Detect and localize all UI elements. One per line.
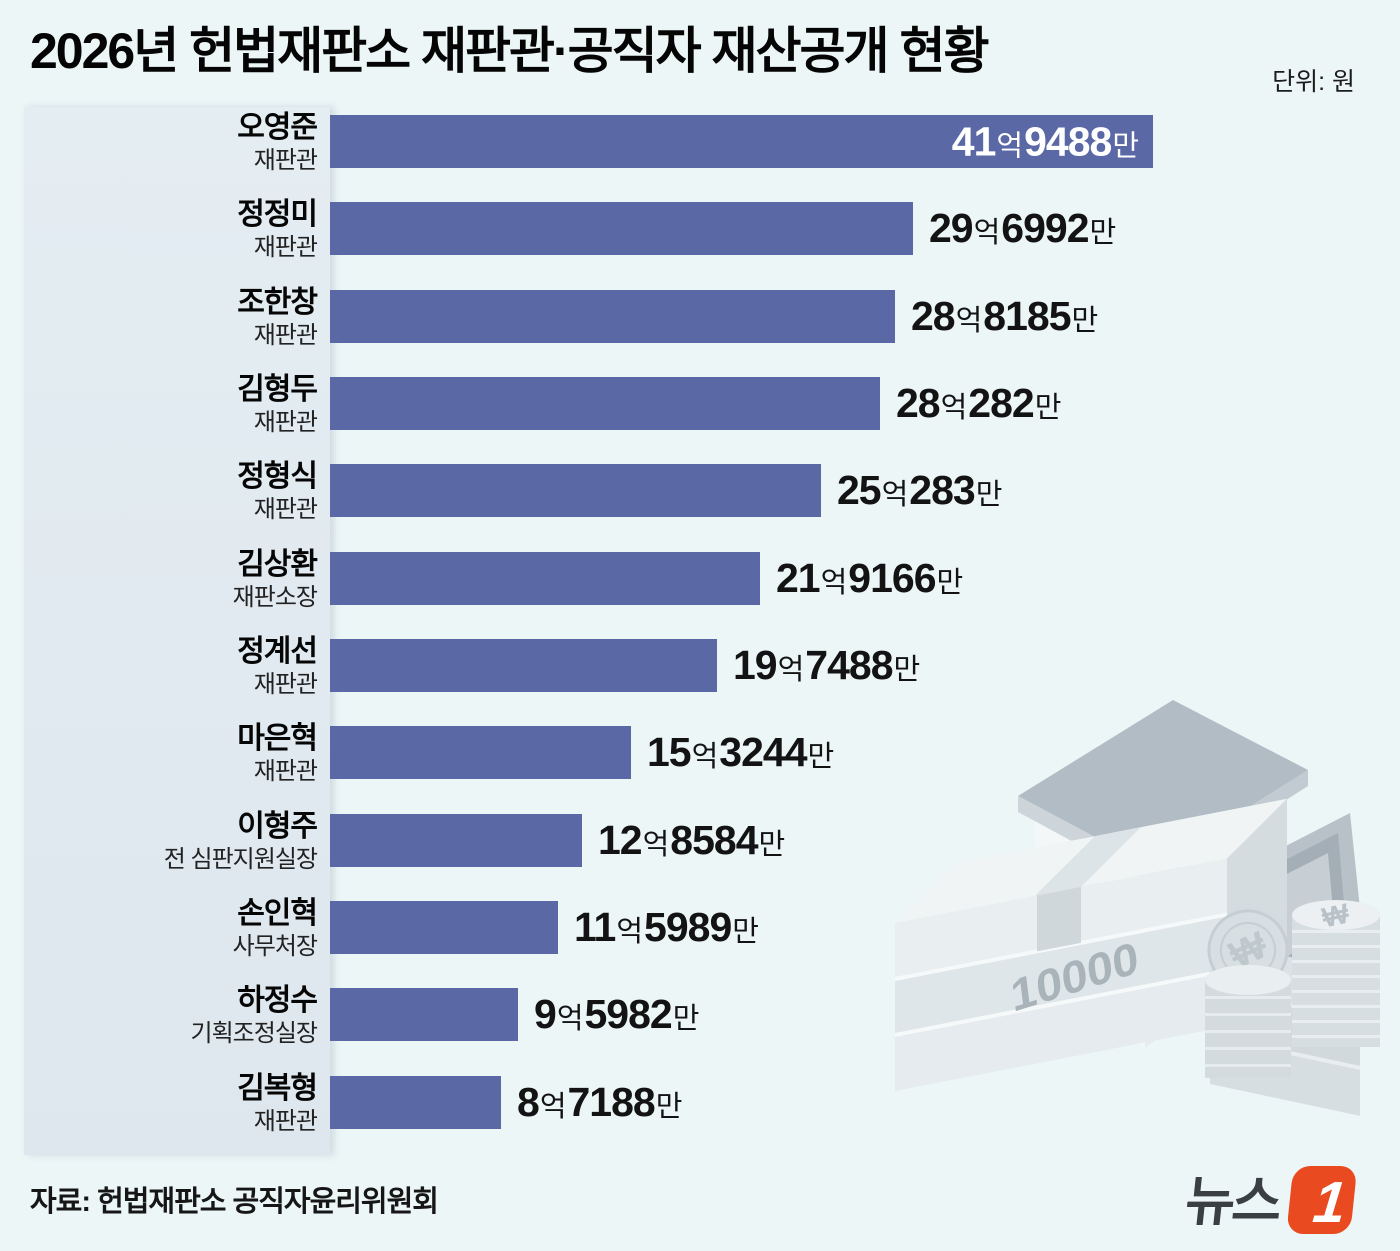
person-role: 재판관	[253, 670, 318, 698]
value-bar	[330, 551, 760, 605]
value-label: 28억8185만	[911, 292, 1099, 339]
person-name: 하정수	[237, 984, 318, 1018]
person-name: 정계선	[237, 634, 318, 668]
value-label: 41억9488만	[951, 118, 1139, 164]
person-name: 조한창	[237, 285, 318, 319]
value-label: 19억7488만	[733, 641, 921, 688]
row-labels: 마은혁 재판관	[24, 718, 330, 805]
person-name: 손인혁	[237, 896, 318, 930]
news1-logo-badge-number: 1	[1310, 1170, 1349, 1235]
value-bar	[330, 638, 717, 692]
value-label: 29억6992만	[929, 205, 1117, 252]
chart-row: 마은혁 재판관 15억3244만	[24, 718, 1376, 805]
person-name: 김상환	[237, 547, 318, 581]
person-name: 정형식	[237, 460, 318, 494]
value-label: 9억5982만	[534, 991, 700, 1038]
chart-row: 김복형 재판관 8억7188만	[24, 1068, 1376, 1155]
person-name: 김형두	[237, 372, 318, 406]
news1-logo-text: 뉴스	[1182, 1172, 1283, 1232]
bar-line: 11억5989만	[330, 900, 1376, 954]
row-labels: 정형식 재판관	[24, 456, 330, 543]
value-bar	[330, 1075, 501, 1129]
bar-line: 28억282만	[330, 376, 1376, 430]
news1-logo-badge	[1287, 1166, 1356, 1234]
person-role: 재판관	[253, 321, 318, 349]
value-bar	[330, 289, 895, 343]
chart-row: 정정미 재판관 29억6992만	[24, 194, 1376, 281]
bar-line: 15억3244만	[330, 726, 1376, 780]
bar-line: 8억7188만	[330, 1075, 1376, 1129]
value-bar: 41억9488만	[330, 115, 1153, 168]
news1-logo: 뉴스 1	[1182, 1166, 1356, 1235]
row-labels: 정정미 재판관	[24, 194, 330, 281]
value-bar	[330, 376, 880, 430]
value-label: 11억5989만	[574, 903, 759, 950]
row-labels: 정계선 재판관	[24, 631, 330, 718]
chart-row: 이형주 전 심판지원실장 12억8584만	[24, 806, 1376, 893]
person-role: 재판관	[253, 234, 318, 262]
chart-rows: 오영준 재판관 41억9488만 정정미 재판관 29억6992만 조한창 재판…	[24, 107, 1376, 1155]
value-label: 12억8584만	[598, 816, 786, 863]
chart-row: 손인혁 사무처장 11억5989만	[24, 893, 1376, 980]
row-labels: 조한창 재판관	[24, 282, 330, 369]
chart-row: 김형두 재판관 28억282만	[24, 369, 1376, 456]
person-role: 재판관	[253, 147, 318, 174]
bar-line: 19억7488만	[330, 638, 1376, 692]
source-note: 자료: 헌법재판소 공직자윤리위원회	[30, 1186, 439, 1218]
bar-line: 12억8584만	[330, 813, 1376, 867]
page-title: 2026년 헌법재판소 재판관·공직자 재산공개 현황	[30, 23, 989, 79]
bar-line: 9억5982만	[330, 988, 1376, 1042]
person-name: 오영준	[237, 111, 318, 144]
person-name: 이형주	[237, 809, 318, 843]
value-bar	[330, 988, 518, 1042]
person-role: 재판소장	[232, 583, 318, 611]
person-role: 전 심판지원실장	[163, 845, 318, 873]
value-label: 25억283만	[837, 467, 1003, 514]
coin-stack-icon	[1205, 965, 1291, 1078]
value-bar	[330, 900, 558, 954]
bar-line: 25억283만	[330, 464, 1376, 518]
person-role: 재판관	[253, 1107, 318, 1135]
person-role: 기획조정실장	[190, 1020, 318, 1048]
person-name: 마은혁	[237, 722, 318, 756]
chart-row: 정계선 재판관 19억7488만	[24, 631, 1376, 718]
value-label: 28억282만	[896, 379, 1062, 426]
row-labels: 김형두 재판관	[24, 369, 330, 456]
row-labels: 김상환 재판소장	[24, 544, 330, 631]
value-bar	[330, 202, 913, 256]
person-role: 재판관	[253, 758, 318, 786]
money-house-illustration: 10000 ₩	[895, 700, 1380, 1116]
person-name: 김복형	[237, 1071, 318, 1105]
row-labels: 손인혁 사무처장	[24, 893, 330, 980]
row-labels: 하정수 기획조정실장	[24, 980, 330, 1067]
bar-line: 21억9166만	[330, 551, 1376, 605]
bar-chart: 오영준 재판관 41억9488만 정정미 재판관 29억6992만 조한창 재판…	[24, 107, 1376, 1155]
bar-line: 41억9488만	[330, 115, 1376, 168]
value-label: 8억7188만	[517, 1078, 683, 1125]
person-name: 정정미	[237, 198, 318, 232]
person-role: 사무처장	[232, 932, 318, 960]
person-role: 재판관	[253, 408, 318, 436]
chart-row: 하정수 기획조정실장 9억5982만	[24, 980, 1376, 1067]
chart-row: 정형식 재판관 25억283만	[24, 456, 1376, 543]
chart-row: 김상환 재판소장 21억9166만	[24, 544, 1376, 631]
value-label: 21억9166만	[776, 554, 964, 601]
chart-row: 오영준 재판관 41억9488만	[24, 107, 1376, 194]
value-bar	[330, 813, 582, 867]
label-panel	[24, 107, 330, 1155]
value-label: 15억3244만	[647, 729, 835, 776]
value-bar	[330, 726, 631, 780]
bar-line: 29억6992만	[330, 202, 1376, 256]
person-role: 재판관	[253, 496, 318, 524]
row-labels: 이형주 전 심판지원실장	[24, 806, 330, 893]
bar-line: 28억8185만	[330, 289, 1376, 343]
chart-row: 조한창 재판관 28억8185만	[24, 282, 1376, 369]
value-bar	[330, 464, 821, 518]
row-labels: 김복형 재판관	[24, 1068, 330, 1155]
coin-stack-tall-icon: ₩	[1292, 898, 1380, 1047]
unit-note: 단위: 원	[1272, 68, 1355, 96]
row-labels: 오영준 재판관	[24, 107, 330, 194]
